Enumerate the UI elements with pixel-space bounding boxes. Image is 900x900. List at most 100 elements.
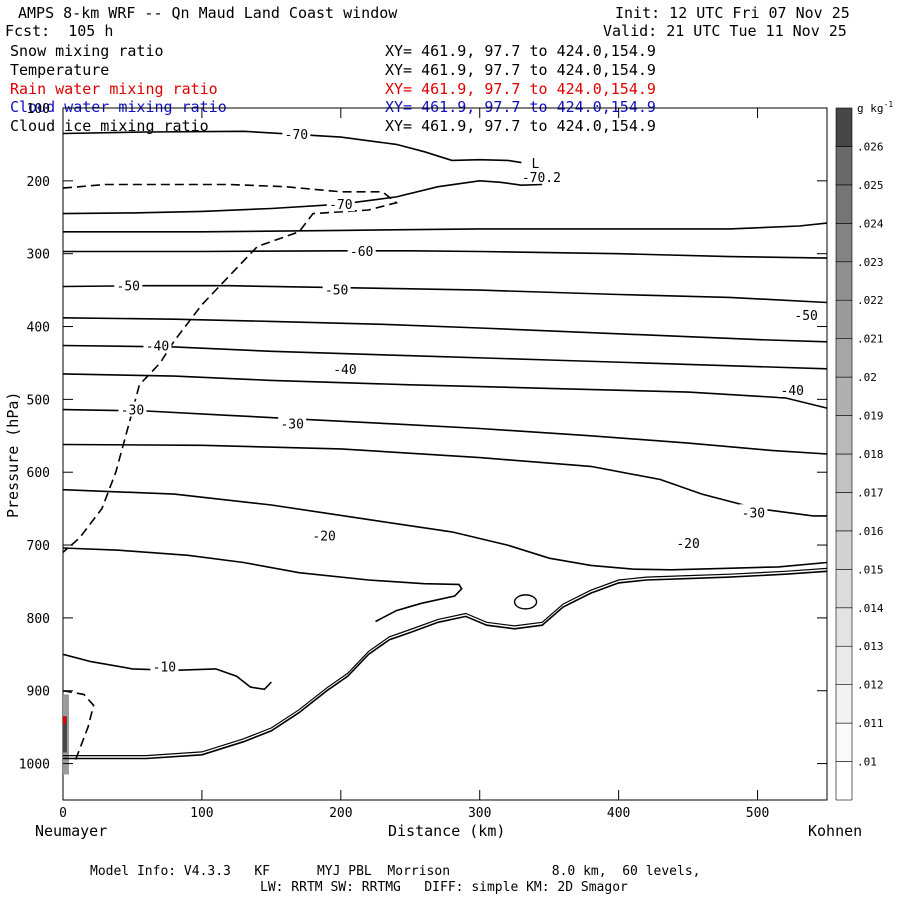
- colorbar-label-9: .019: [857, 410, 884, 423]
- rain-water-mark: [63, 716, 66, 725]
- temperature-contour-8: [62, 408, 828, 455]
- colorbar-swatch-9: [835, 415, 853, 455]
- low-marker-symbol: L: [531, 157, 539, 172]
- contour-label-bg-8: [778, 381, 807, 397]
- y-tick-label-3: 400: [27, 321, 50, 336]
- contour-label-2: -60: [350, 245, 373, 260]
- temperature-contour-1: [62, 179, 543, 215]
- contour-label-11: -30: [742, 506, 765, 521]
- valid-time: Valid: 21 UTC Tue 11 Nov 25: [603, 22, 847, 40]
- contour-label-9: -30: [121, 404, 144, 419]
- contour-label-8: -40: [781, 384, 804, 399]
- colorbar-swatch-17: [835, 107, 853, 147]
- x-tick-label-3: 300: [468, 806, 491, 821]
- orography-inner-outline: [63, 567, 828, 757]
- contour-label-bg-10: [278, 415, 307, 431]
- contour-label-bg-0: [282, 126, 311, 142]
- temperature-contour-10: [62, 488, 828, 571]
- low-marker-value: -70.2: [522, 171, 561, 186]
- colorbar-swatch-6: [835, 530, 853, 570]
- colorbar-label-4: .014: [857, 602, 884, 615]
- colorbar-swatch-16: [835, 146, 853, 186]
- colorbar-unit: g kg-1: [857, 100, 893, 115]
- field-xy-cloud-water: XY= 461.9, 97.7 to 424.0,154.9: [385, 98, 656, 116]
- temperature-contour-4: [62, 284, 828, 304]
- colorbar-label-3: .013: [857, 640, 884, 653]
- colorbar-swatch-14: [835, 223, 853, 263]
- left-endpoint-label: Neumayer: [35, 822, 107, 840]
- x-tick-label-5: 500: [746, 806, 769, 821]
- contour-label-14: -10: [153, 661, 176, 676]
- contour-label-bg-9: [118, 401, 147, 417]
- contour-label-bg-12: [310, 527, 339, 543]
- y-tick-label-4: 500: [27, 393, 50, 408]
- colorbar-label-15: .025: [857, 179, 884, 192]
- temperature-contour-12: [62, 653, 272, 691]
- field-name-snow: Snow mixing ratio: [10, 42, 164, 60]
- contour-label-6: -40: [146, 339, 169, 354]
- contour-label-bg-6: [143, 337, 172, 353]
- colorbar-swatch-1: [835, 722, 853, 762]
- contour-label-1: -70: [329, 198, 352, 213]
- colorbar-label-8: .018: [857, 448, 884, 461]
- right-endpoint-label: Kohnen: [808, 822, 862, 840]
- colorbar-swatch-4: [835, 607, 853, 647]
- colorbar-label-1: .011: [857, 717, 884, 730]
- chart-title: AMPS 8-km WRF -- Qn Maud Land Coast wind…: [18, 4, 398, 22]
- y-axis-label: Pressure (hPa): [4, 392, 22, 518]
- colorbar-swatch-8: [835, 453, 853, 493]
- contour-label-3: -50: [117, 280, 140, 295]
- colorbar-label-13: .023: [857, 256, 884, 269]
- temperature-contour-9: [62, 443, 827, 517]
- colorbar-label-7: .017: [857, 486, 884, 499]
- colorbar-label-5: .015: [857, 563, 884, 576]
- colorbar-swatch-0: [835, 761, 853, 801]
- model-info-line2: LW: RRTM SW: RRTMG DIFF: simple KM: 2D S…: [260, 880, 628, 895]
- colorbar-swatch-10: [835, 376, 853, 416]
- contour-label-0: -70: [285, 128, 308, 143]
- temperature-contour-7: [62, 373, 828, 409]
- y-tick-label-5: 600: [27, 466, 50, 481]
- field-name-temperature: Temperature: [10, 61, 110, 79]
- contour-label-bg-11: [739, 504, 768, 520]
- colorbar-label-6: .016: [857, 525, 884, 538]
- field-xy-cloud-ice: XY= 461.9, 97.7 to 424.0,154.9: [385, 117, 656, 135]
- x-tick-label-4: 400: [607, 806, 630, 821]
- y-tick-label-2: 300: [27, 248, 50, 263]
- init-time: Init: 12 UTC Fri 07 Nov 25: [615, 4, 850, 22]
- colorbar-swatch-5: [835, 569, 853, 609]
- snow-shading-core-0: [63, 716, 67, 753]
- field-name-cloud-water: Cloud water mixing ratio: [10, 98, 227, 116]
- colorbar-swatch-3: [835, 645, 853, 685]
- closed-contour-ring: [513, 594, 538, 610]
- contour-label-bg-13: [674, 534, 703, 550]
- colorbar-label-10: .02: [857, 371, 877, 384]
- temperature-contour-3: [63, 250, 828, 259]
- field-xy-rain: XY= 461.9, 97.7 to 424.0,154.9: [385, 80, 656, 98]
- y-tick-label-7: 800: [27, 612, 50, 627]
- y-tick-label-6: 700: [27, 539, 50, 554]
- colorbar-swatch-15: [835, 184, 853, 224]
- temperature-contour-11: [62, 547, 463, 623]
- contour-label-bg-4: [322, 281, 351, 297]
- cloud-ice-contour-small: [62, 689, 95, 764]
- contour-label-bg-2: [347, 242, 376, 258]
- temperature-contour-2: [63, 222, 828, 233]
- colorbar-label-14: .024: [857, 217, 884, 230]
- colorbar-swatch-12: [835, 299, 853, 339]
- x-axis-label: Distance (km): [388, 822, 505, 840]
- contour-label-5: -50: [794, 309, 817, 324]
- colorbar-swatch-11: [835, 338, 853, 378]
- field-xy-snow: XY= 461.9, 97.7 to 424.0,154.9: [385, 42, 656, 60]
- contour-label-bg-7: [330, 360, 359, 376]
- temperature-contour-0: [62, 130, 522, 164]
- orography-outline: [63, 570, 828, 760]
- colorbar-swatch-13: [835, 261, 853, 301]
- cloud-ice-contour: [62, 183, 399, 553]
- contour-label-13: -20: [676, 537, 699, 552]
- contour-label-bg-3: [114, 277, 143, 293]
- colorbar-label-0: .01: [857, 756, 877, 769]
- y-tick-label-0: 100: [27, 102, 50, 117]
- colorbar-label-11: .021: [857, 333, 884, 346]
- temperature-contour-6: [62, 344, 828, 370]
